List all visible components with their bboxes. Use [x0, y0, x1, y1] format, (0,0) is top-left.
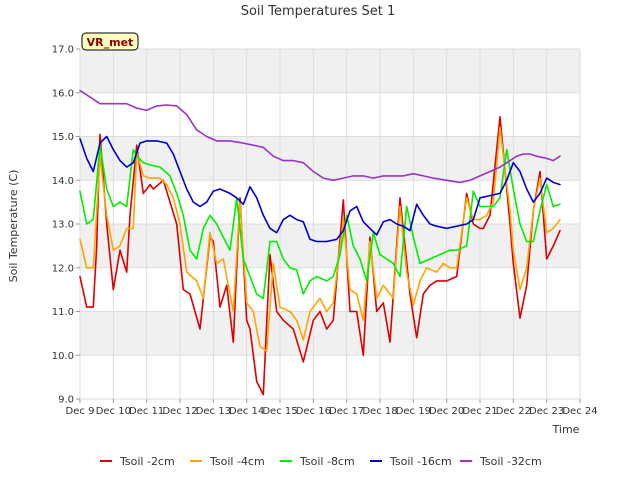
x-tick-label: Dec 14 — [229, 406, 264, 417]
x-tick-label: Dec 21 — [462, 406, 497, 417]
chart-title: Soil Temperatures Set 1 — [241, 4, 396, 19]
y-tick-label: 10.0 — [52, 351, 74, 362]
legend: Tsoil -2cm Tsoil -4cm Tsoil -8cm Tsoil -16c… — [100, 455, 542, 468]
x-tick-label: Dec 10 — [96, 406, 131, 417]
x-tick-label: Dec 15 — [262, 406, 297, 417]
y-axis-ticks: 9.0 10.0 11.0 12.0 13.0 14.0 15.0 16.0 17.0 — [52, 45, 80, 406]
legend-item: Tsoil -2cm — [100, 455, 175, 468]
series-line-3 — [79, 144, 561, 300]
series-line-2 — [79, 127, 561, 352]
x-tick-label: Dec 24 — [562, 406, 597, 417]
legend-label: Tsoil -2cm — [119, 455, 175, 468]
series-line-5 — [79, 89, 561, 184]
x-tick-label: Dec 18 — [362, 406, 397, 417]
legend-label: Tsoil -16cm — [389, 455, 452, 468]
x-tick-label: Dec 20 — [429, 406, 464, 417]
x-tick-label: Dec 22 — [496, 406, 531, 417]
x-axis-label: Time — [552, 423, 580, 436]
plot-band — [80, 224, 580, 268]
x-tick-label: Dec 19 — [396, 406, 431, 417]
legend-label: Tsoil -4cm — [209, 455, 265, 468]
x-tick-label: Dec 16 — [296, 406, 331, 417]
y-tick-label: 13.0 — [52, 220, 74, 231]
y-axis-label: Soil Temperature (C) — [7, 170, 20, 283]
station-badge-box — [81, 32, 139, 51]
x-tick-label: Dec 11 — [129, 406, 164, 417]
legend-label: Tsoil -8cm — [299, 455, 355, 468]
legend-item: Tsoil -32cm — [460, 455, 542, 468]
x-tick-label: Dec 13 — [196, 406, 231, 417]
legend-label: Tsoil -32cm — [479, 455, 542, 468]
y-tick-label: 15.0 — [52, 132, 74, 143]
station-badge-label: VR_met — [87, 36, 134, 49]
x-tick-label: Dec 23 — [529, 406, 564, 417]
y-tick-label: 9.0 — [58, 395, 74, 406]
x-tick-label: Dec 17 — [329, 406, 364, 417]
y-tick-label: 12.0 — [52, 263, 74, 274]
legend-item: Tsoil -4cm — [190, 455, 265, 468]
legend-item: Tsoil -8cm — [280, 455, 355, 468]
x-tick-label: Dec 9 — [66, 406, 95, 417]
station-badge: VR_met — [81, 32, 139, 51]
series-line-4 — [79, 135, 561, 243]
plot-band — [80, 49, 580, 93]
x-tick-label: Dec 12 — [162, 406, 197, 417]
y-tick-label: 16.0 — [52, 88, 74, 99]
y-tick-label: 14.0 — [52, 176, 74, 187]
legend-item: Tsoil -16cm — [370, 455, 452, 468]
series-line-1 — [79, 116, 561, 396]
y-tick-label: 11.0 — [52, 307, 74, 318]
y-tick-label: 17.0 — [52, 45, 74, 56]
plot-band — [80, 311, 580, 356]
series-lines — [79, 89, 561, 396]
